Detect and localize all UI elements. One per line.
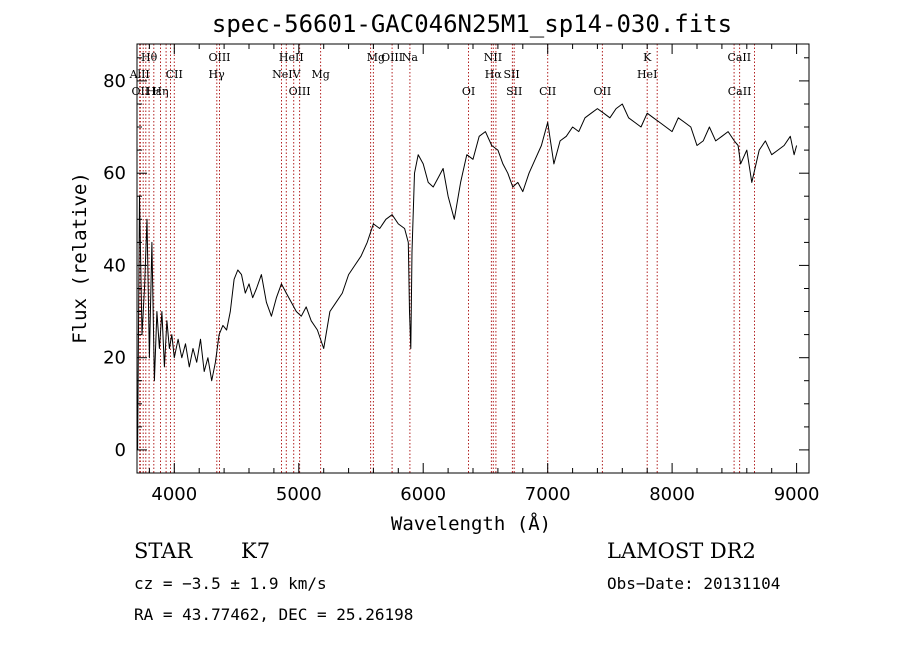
object-subclass: K7	[241, 539, 270, 563]
y-axis-ticks: 0 20 40 60 80	[103, 57, 809, 461]
spectral-line-label: OIII	[381, 51, 403, 64]
spectral-line-label: OIII	[208, 51, 230, 64]
x-tick-label: 7000	[525, 484, 571, 505]
y-tick-label: 40	[103, 255, 126, 276]
spectral-line-label: HeI	[637, 68, 657, 81]
coordinates: RA = 43.77462, DEC = 25.26198	[134, 605, 413, 624]
x-axis-ticks: 4000 5000 6000 7000 8000 9000	[148, 44, 820, 505]
spectrum-series	[137, 103, 798, 450]
y-tick-label: 60	[103, 163, 126, 184]
x-tick-label: 4000	[151, 484, 197, 505]
spectral-line-label: CII	[539, 85, 556, 98]
y-tick-label: 80	[103, 71, 126, 92]
spectral-line-label: OII	[132, 85, 150, 98]
spectral-line-label: Mg	[311, 68, 329, 81]
x-axis-label: Wavelength (Å)	[391, 512, 551, 535]
spectral-line-labels: HθAlIIOIIHεHηCIIOIIIHγHeIINeIVOIIIMgMgOI…	[129, 51, 752, 98]
y-tick-label: 20	[103, 348, 126, 369]
x-tick-label: 5000	[276, 484, 322, 505]
spectral-line-label: Hγ	[209, 68, 226, 81]
spectrum-line	[137, 103, 798, 450]
spectral-line-label: CaII	[728, 85, 752, 98]
spectral-line-label: HeII	[279, 51, 304, 64]
spectral-line-label: SII	[506, 85, 522, 98]
spectral-line-label: Mg	[367, 51, 385, 64]
spectral-line-label: K	[643, 51, 652, 64]
obs-date: Obs−Date: 20131104	[607, 574, 780, 593]
spectral-line-label: NeIV	[272, 68, 301, 81]
spectral-line-label: NII	[484, 51, 502, 64]
chart-title: spec-56601-GAC046N25M1_sp14-030.fits	[212, 10, 732, 38]
spectral-line-label: CII	[166, 68, 183, 81]
spectral-line-label: Hε	[146, 85, 162, 98]
spectral-line-label: OIII	[289, 85, 311, 98]
y-tick-label: 0	[115, 440, 126, 461]
redshift-cz: cz = −3.5 ± 1.9 km/s	[134, 574, 327, 593]
object-class: STAR	[134, 539, 193, 563]
y-axis-label: Flux (relative)	[69, 172, 91, 344]
x-tick-label: 6000	[400, 484, 446, 505]
spectral-line-label: CaII	[727, 51, 751, 64]
spectral-line-label: Hη	[152, 85, 168, 98]
spectral-line-label: OII	[594, 85, 612, 98]
spectral-line-markers	[139, 44, 755, 473]
spectral-line-label: Na	[402, 51, 419, 64]
spectral-line-label: Hθ	[141, 51, 158, 64]
spectral-line-label: OI	[462, 85, 475, 98]
x-tick-label: 8000	[649, 484, 695, 505]
plot-frame	[136, 43, 810, 474]
survey-name: LAMOST DR2	[607, 539, 756, 563]
spectral-line-label: Hα	[485, 68, 503, 81]
spectral-line-label: SII	[503, 68, 519, 81]
x-tick-label: 9000	[774, 484, 820, 505]
spectral-line-label: AlII	[129, 68, 150, 81]
